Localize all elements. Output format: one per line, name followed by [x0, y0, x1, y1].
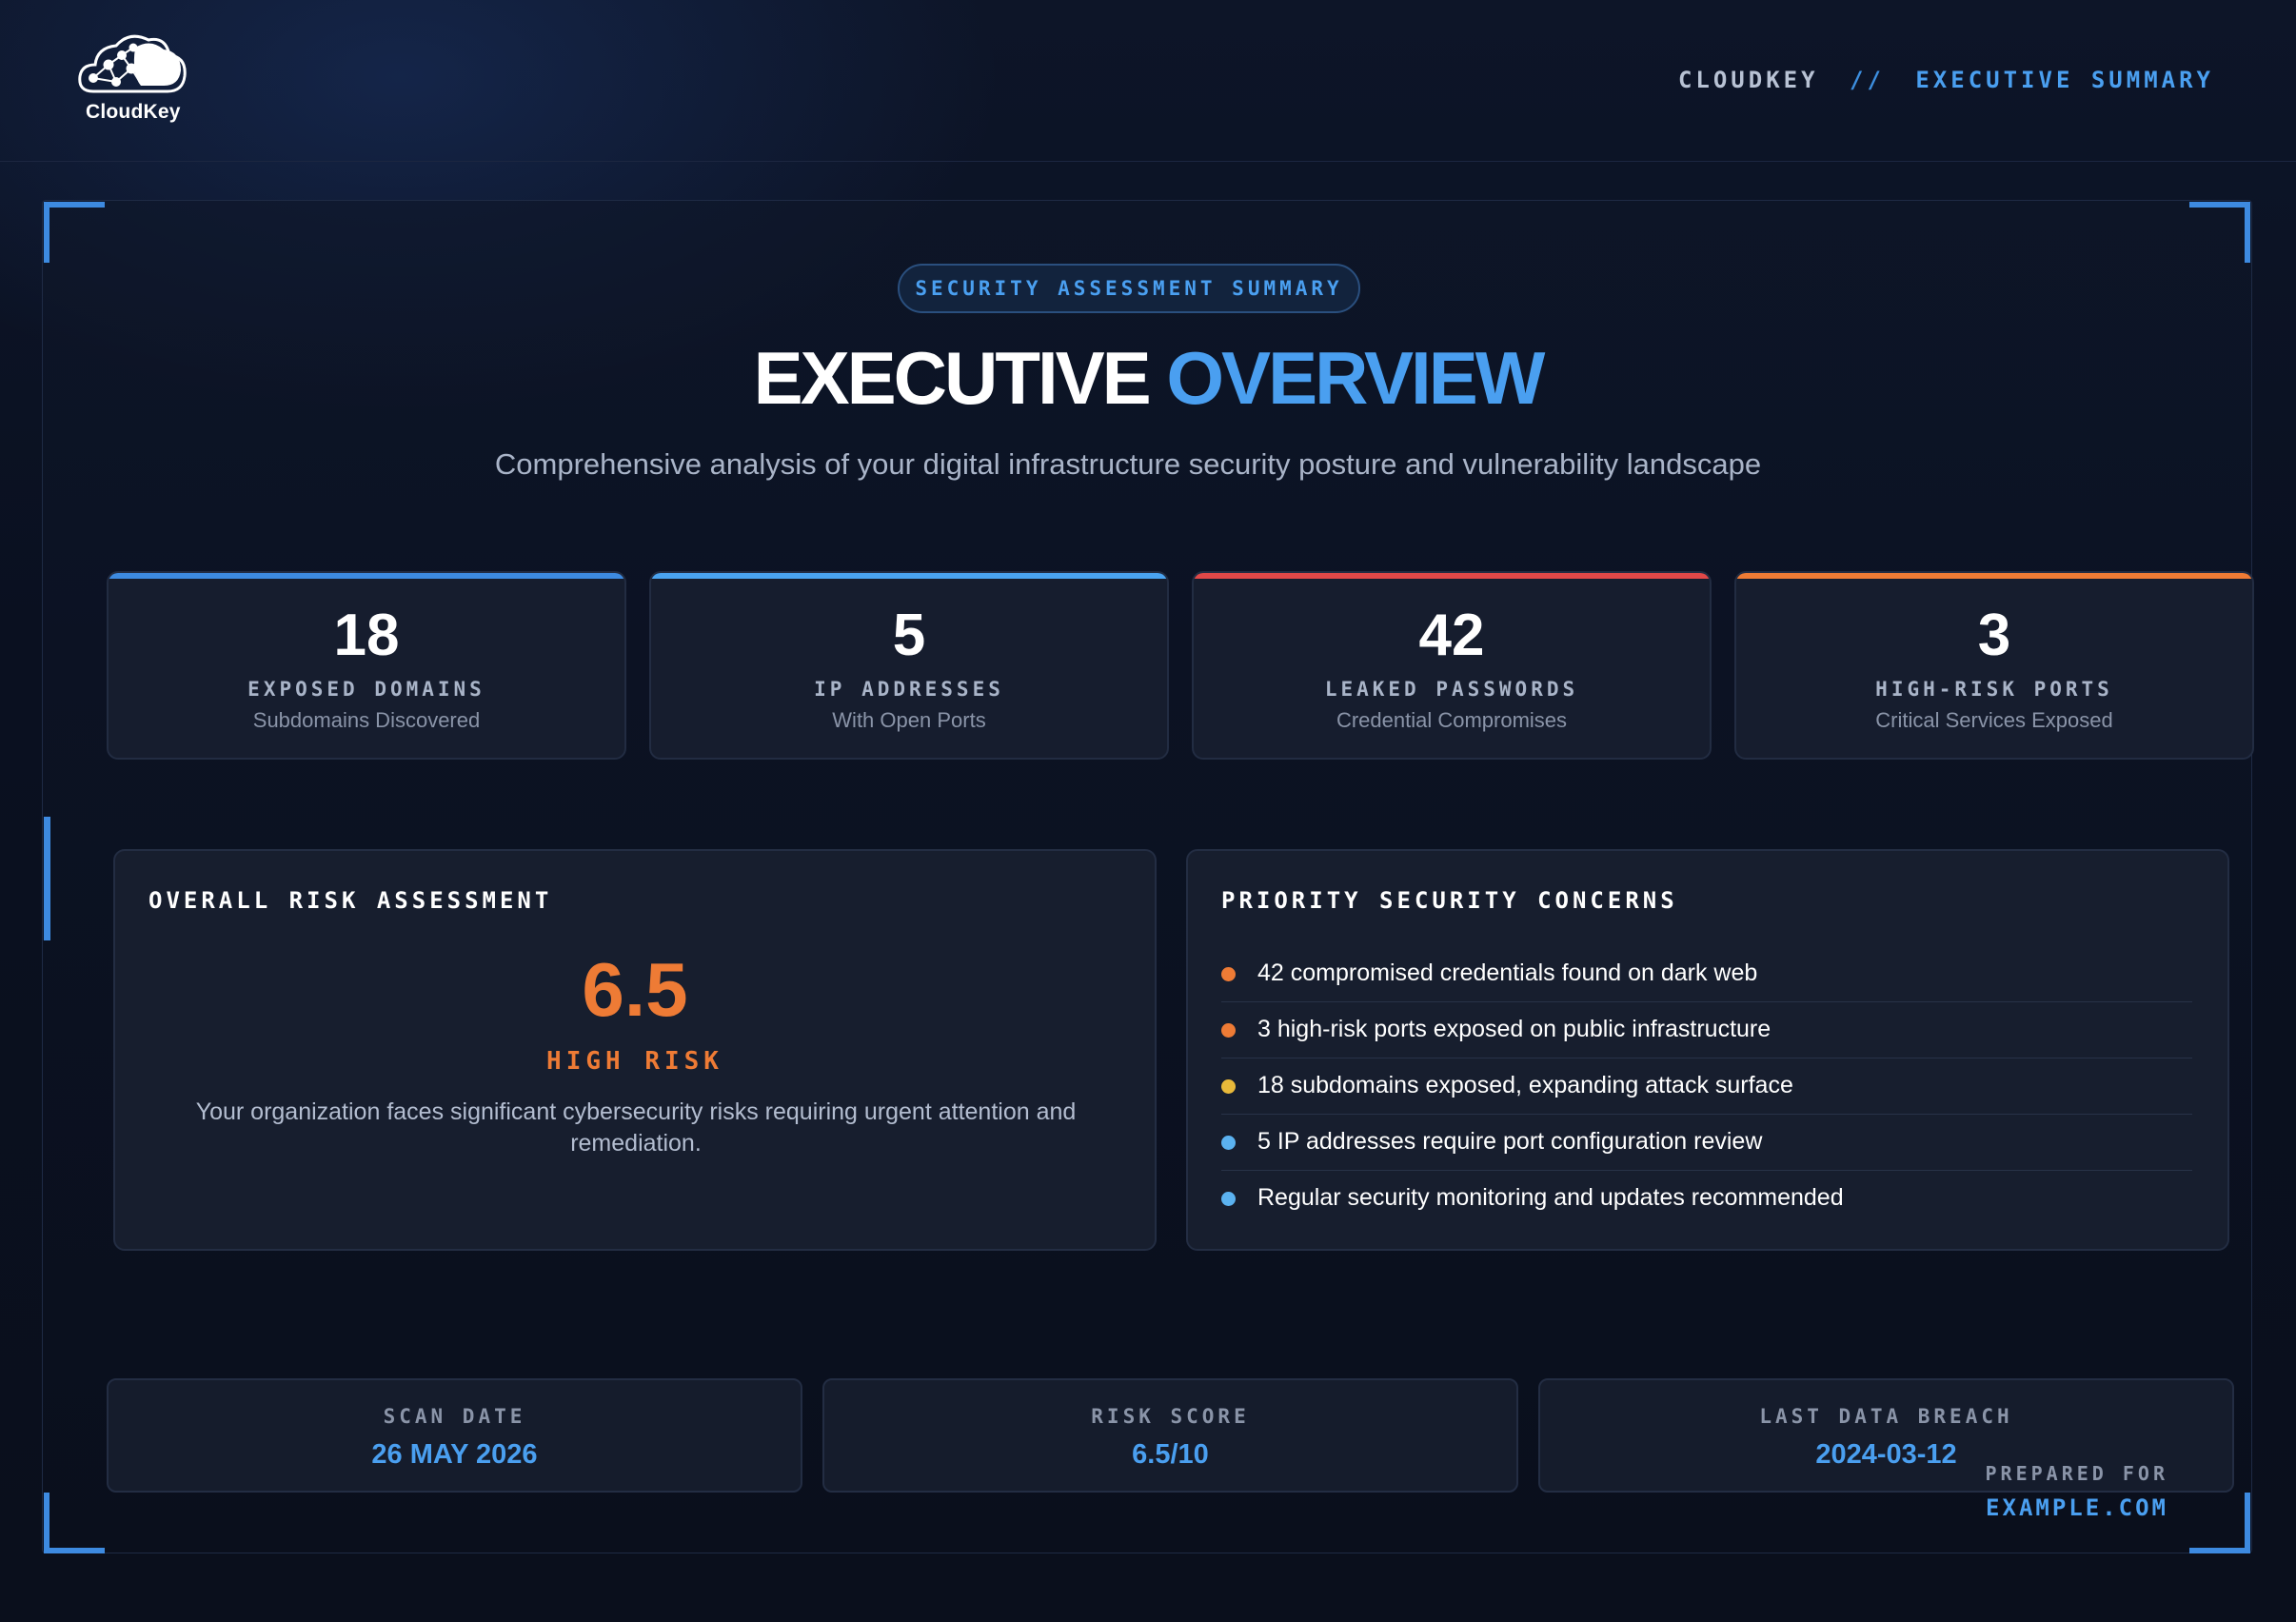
meta-card-last-data-breach: LAST DATA BREACH 2024-03-12 [1538, 1378, 2234, 1493]
stat-card-leaked-passwords: 42 LEAKED PASSWORDS Credential Compromis… [1192, 571, 1712, 760]
stat-sublabel: Credential Compromises [1336, 708, 1568, 732]
stat-card-exposed-domains: 18 EXPOSED DOMAINS Subdomains Discovered [107, 571, 626, 760]
list-item: 3 high-risk ports exposed on public infr… [1221, 1002, 2192, 1058]
stat-label: IP ADDRESSES [814, 678, 1004, 701]
meta-value: 6.5/10 [1132, 1439, 1209, 1470]
cloudkey-logo [74, 27, 188, 131]
cloud-network-icon [78, 34, 187, 93]
stat-accent-bar [1194, 573, 1710, 579]
top-bar: CloudKey CLOUDKEY // EXECUTIVE SUMMARY [0, 0, 2296, 162]
prepared-for-domain[interactable]: EXAMPLE.COM [1986, 1494, 2168, 1521]
stat-card-high-risk-ports: 3 HIGH-RISK PORTS Critical Services Expo… [1734, 571, 2254, 760]
list-item: 18 subdomains exposed, expanding attack … [1221, 1058, 2192, 1115]
page-title: EXECUTIVE OVERVIEW [0, 335, 2296, 422]
stat-label: EXPOSED DOMAINS [247, 678, 485, 701]
corner-bracket-top-right [2189, 202, 2250, 263]
side-accent-bar [44, 817, 50, 940]
meta-label: LAST DATA BREACH [1759, 1405, 2013, 1428]
stat-card-ip-addresses: 5 IP ADDRESSES With Open Ports [649, 571, 1169, 760]
risk-panel-title: OVERALL RISK ASSESSMENT [148, 887, 553, 914]
breadcrumb-app[interactable]: CLOUDKEY [1677, 67, 1819, 93]
stat-value: 3 [1977, 603, 2011, 668]
meta-card-scan-date: SCAN DATE 26 MAY 2026 [107, 1378, 802, 1493]
risk-description: Your organization faces significant cybe… [195, 1098, 1077, 1157]
concern-text: 18 subdomains exposed, expanding attack … [1257, 1072, 1793, 1098]
severity-dot-icon [1221, 1192, 1236, 1206]
concern-text: 5 IP addresses require port configuratio… [1257, 1128, 1763, 1155]
meta-value: 2024-03-12 [1815, 1439, 1957, 1470]
severity-dot-icon [1221, 1023, 1236, 1038]
section-badge: SECURITY ASSESSMENT SUMMARY [898, 264, 1360, 313]
concern-text: Regular security monitoring and updates … [1257, 1184, 1844, 1211]
risk-score: 6.5 [582, 947, 688, 1032]
stat-accent-bar [1736, 573, 2252, 579]
meta-label: RISK SCORE [1091, 1405, 1250, 1428]
stat-label: LEAKED PASSWORDS [1324, 678, 1579, 701]
concern-text: 3 high-risk ports exposed on public infr… [1257, 1016, 1771, 1042]
risk-level-label: HIGH RISK [546, 1047, 723, 1076]
priority-concerns-panel: PRIORITY SECURITY CONCERNS 42 compromise… [1186, 849, 2229, 1251]
stat-sublabel: With Open Ports [832, 708, 986, 732]
severity-dot-icon [1221, 1136, 1236, 1150]
stat-value: 5 [892, 603, 926, 668]
corner-bracket-bottom-left [44, 1493, 105, 1553]
risk-assessment-panel: OVERALL RISK ASSESSMENT 6.5 HIGH RISK Yo… [113, 849, 1157, 1251]
stat-accent-bar [109, 573, 624, 579]
corner-bracket-bottom-right [2189, 1493, 2250, 1553]
concern-text: 42 compromised credentials found on dark… [1257, 959, 1758, 986]
corner-bracket-top-left [44, 202, 105, 263]
stat-value: 18 [333, 603, 400, 668]
breadcrumb-separator: // [1850, 67, 1885, 93]
list-item: 5 IP addresses require port configuratio… [1221, 1115, 2192, 1171]
stat-label: HIGH-RISK PORTS [1875, 678, 2113, 701]
meta-card-risk-score: RISK SCORE 6.5/10 [822, 1378, 1518, 1493]
list-item: 42 compromised credentials found on dark… [1221, 946, 2192, 1002]
prepared-for-label: PREPARED FOR [1985, 1462, 2168, 1485]
list-item: Regular security monitoring and updates … [1221, 1171, 2192, 1227]
concerns-list: 42 compromised credentials found on dark… [1221, 946, 2192, 1227]
concerns-panel-title: PRIORITY SECURITY CONCERNS [1221, 887, 1678, 914]
stat-sublabel: Subdomains Discovered [252, 708, 481, 732]
stat-sublabel: Critical Services Exposed [1875, 708, 2113, 732]
meta-value: 26 MAY 2026 [371, 1439, 538, 1470]
severity-dot-icon [1221, 1079, 1236, 1094]
title-part1: EXECUTIVE [753, 336, 1152, 420]
breadcrumb: CLOUDKEY // EXECUTIVE SUMMARY [1678, 67, 2214, 93]
logo-wordmark: CloudKey [86, 101, 181, 123]
stat-accent-bar [651, 573, 1167, 579]
page-subtitle: Comprehensive analysis of your digital i… [494, 447, 1762, 481]
prepared-for: PREPARED FOR EXAMPLE.COM [1986, 1462, 2169, 1521]
breadcrumb-section: EXECUTIVE SUMMARY [1915, 67, 2214, 93]
title-part2: OVERVIEW [1166, 336, 1545, 420]
stat-value: 42 [1418, 603, 1485, 668]
severity-dot-icon [1221, 967, 1236, 981]
meta-label: SCAN DATE [383, 1405, 526, 1428]
